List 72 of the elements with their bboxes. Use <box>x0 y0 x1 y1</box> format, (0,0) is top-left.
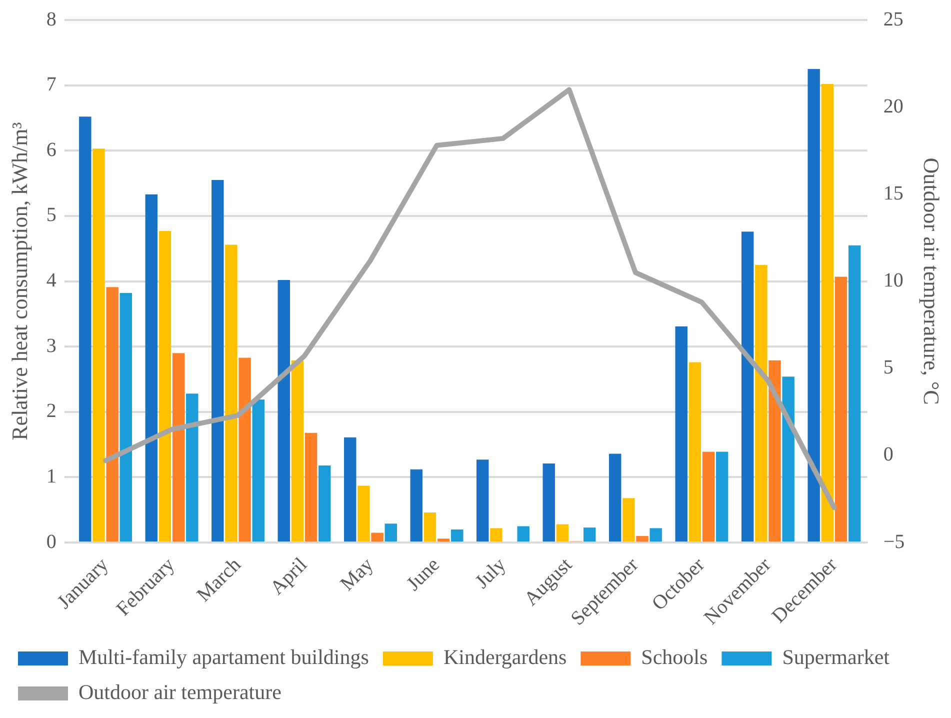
bar <box>437 538 450 542</box>
bar <box>384 524 397 542</box>
y2-axis-title: Outdoor air temperature, °C <box>919 158 944 405</box>
bar <box>650 528 662 542</box>
legend-label: Supermarket <box>782 645 890 670</box>
bar <box>291 360 304 542</box>
bar <box>358 486 370 542</box>
bar <box>583 528 596 542</box>
y2-tick-label: 5 <box>883 356 894 379</box>
bar <box>172 353 185 542</box>
y-tick-label: 7 <box>46 74 56 96</box>
bar <box>278 280 290 542</box>
bar <box>821 84 834 542</box>
legend-label: Outdoor air temperature <box>78 680 282 704</box>
bar <box>252 400 264 542</box>
y-tick-label: 0 <box>46 530 56 553</box>
bar <box>212 180 224 542</box>
bar <box>768 360 781 542</box>
bar <box>225 244 238 542</box>
bar <box>410 469 422 542</box>
y-tick-label: 5 <box>46 204 56 226</box>
bar <box>106 287 118 542</box>
legend-label: Schools <box>641 645 708 670</box>
bar <box>716 452 728 542</box>
bar <box>145 194 158 542</box>
bar <box>304 432 318 542</box>
bar <box>476 460 489 542</box>
bar <box>636 536 648 542</box>
bar <box>702 452 715 542</box>
bar <box>424 512 436 542</box>
bar <box>556 524 569 542</box>
x-tick-label: June <box>402 554 444 596</box>
bar <box>622 498 635 542</box>
y-axis-title: Relative heat consumption, kWh/m³ <box>6 122 32 440</box>
bar <box>675 326 688 542</box>
bar <box>238 358 251 542</box>
bar <box>371 532 384 542</box>
y2-tick-label: 20 <box>883 95 904 118</box>
bar <box>741 232 754 542</box>
bar <box>451 529 464 542</box>
bar <box>834 276 848 542</box>
x-tick-label: May <box>336 554 378 596</box>
bar <box>490 528 502 542</box>
bar <box>318 465 331 542</box>
bar <box>755 264 768 542</box>
bar <box>344 437 356 542</box>
bar <box>542 464 555 542</box>
y-tick-label: 8 <box>46 8 56 30</box>
bar <box>688 362 702 542</box>
legend-label: Multi-family apartament buildings <box>78 645 369 670</box>
y2-tick-label: −5 <box>883 530 905 553</box>
legend-label: Kindergardens <box>443 645 567 670</box>
bar <box>186 394 198 542</box>
x-tick-label: July <box>471 554 510 593</box>
bar <box>808 68 820 542</box>
y2-tick-label: 0 <box>883 444 894 466</box>
y-tick-label: 3 <box>46 334 56 357</box>
bar <box>120 293 132 542</box>
bar <box>79 116 92 542</box>
bar <box>517 526 530 542</box>
bar <box>92 148 105 542</box>
y2-tick-label: 15 <box>883 182 904 204</box>
y-tick-label: 4 <box>46 270 56 292</box>
bar <box>608 454 622 542</box>
bar <box>158 230 172 542</box>
y-tick-label: 6 <box>46 138 56 161</box>
y-tick-label: 1 <box>46 465 56 488</box>
y2-tick-label: 10 <box>883 270 904 292</box>
y-tick-label: 2 <box>46 400 56 422</box>
y2-tick-label: 25 <box>883 8 904 30</box>
bar <box>848 245 861 542</box>
bar <box>782 376 794 542</box>
